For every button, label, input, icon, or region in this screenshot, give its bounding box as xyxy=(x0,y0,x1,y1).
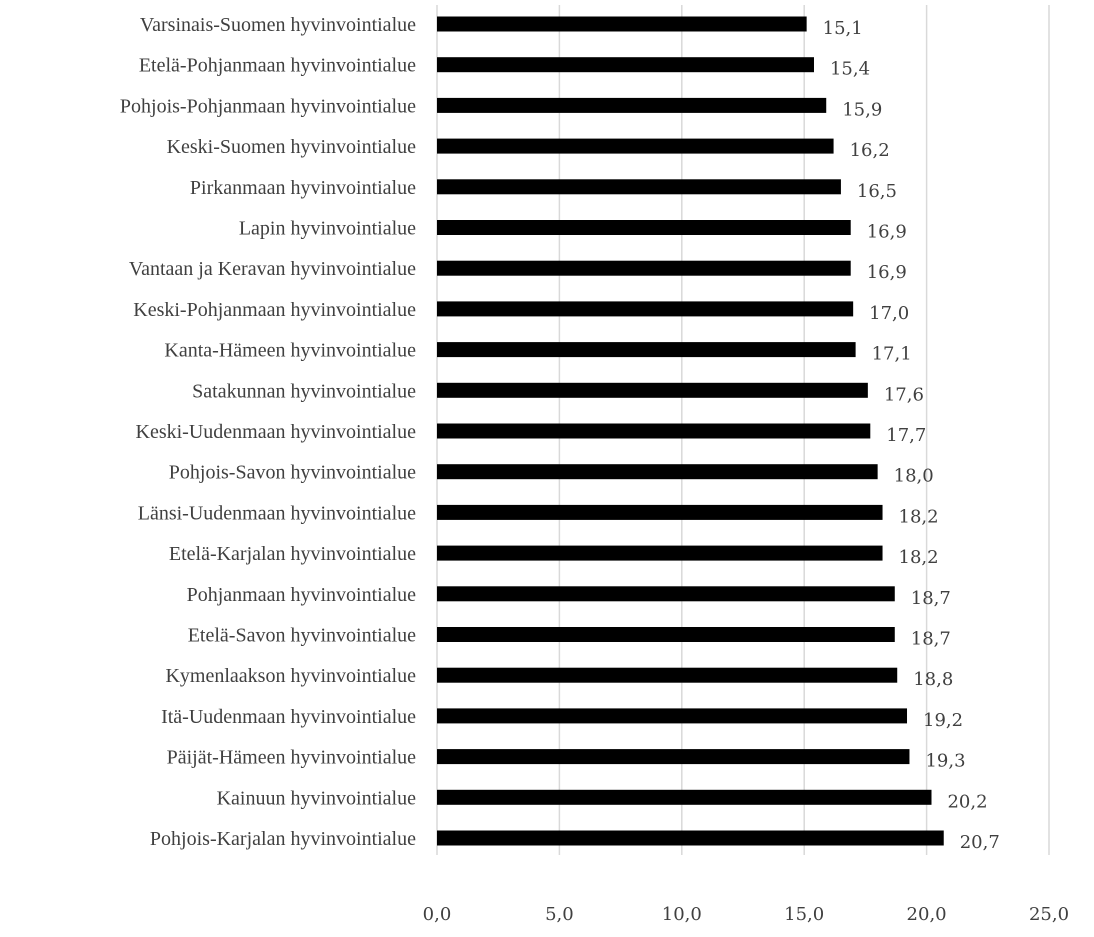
data-label: 18,0 xyxy=(894,466,934,487)
data-label: 17,6 xyxy=(884,384,924,405)
category-label: Kainuun hyvinvointialue xyxy=(217,787,417,809)
bar xyxy=(437,220,851,235)
category-label: Kanta-Hämeen hyvinvointialue xyxy=(164,340,416,362)
data-label: 18,2 xyxy=(899,506,939,527)
category-label: Etelä-Pohjanmaan hyvinvointialue xyxy=(139,55,416,77)
x-tick-label: 15,0 xyxy=(784,904,824,925)
category-label: Pohjanmaan hyvinvointialue xyxy=(187,584,417,606)
category-label: Pohjois-Pohjanmaan hyvinvointialue xyxy=(120,95,416,117)
x-axis-tick-labels: 0,0 5,0 10,0 15,0 20,0 25,0 xyxy=(423,904,1069,925)
category-label: Päijät-Hämeen hyvinvointialue xyxy=(167,747,416,769)
category-label: Satakunnan hyvinvointialue xyxy=(192,380,416,402)
category-label: Länsi-Uudenmaan hyvinvointialue xyxy=(138,502,416,524)
bar xyxy=(437,138,834,154)
category-label: Pirkanmaan hyvinvointialue xyxy=(190,177,416,199)
data-label: 16,2 xyxy=(850,140,890,161)
data-label: 20,7 xyxy=(960,832,1000,853)
category-label: Pohjois-Karjalan hyvinvointialue xyxy=(150,828,416,850)
x-tick-label: 0,0 xyxy=(423,904,452,925)
bar xyxy=(437,545,883,561)
data-label: 15,4 xyxy=(830,59,870,80)
bar xyxy=(437,789,932,805)
bar xyxy=(437,423,871,439)
bar xyxy=(437,708,908,724)
data-label: 18,2 xyxy=(899,547,939,568)
data-label: 16,9 xyxy=(867,262,907,283)
x-tick-label: 25,0 xyxy=(1029,904,1069,925)
data-label: 19,2 xyxy=(923,710,963,731)
data-label: 17,7 xyxy=(886,425,926,446)
data-label: 18,8 xyxy=(913,669,953,690)
data-label: 15,9 xyxy=(842,99,882,120)
data-label: 19,3 xyxy=(925,751,965,772)
bar xyxy=(437,301,854,317)
category-label: Etelä-Karjalan hyvinvointialue xyxy=(169,543,416,565)
category-label: Keski-Uudenmaan hyvinvointialue xyxy=(136,421,417,443)
category-label: Keski-Suomen hyvinvointialue xyxy=(167,136,417,158)
x-tick-label: 20,0 xyxy=(907,904,947,925)
category-label: Etelä-Savon hyvinvointialue xyxy=(188,625,416,647)
data-label: 16,5 xyxy=(857,181,897,202)
x-tick-label: 10,0 xyxy=(662,904,702,925)
bar xyxy=(437,342,856,358)
bar xyxy=(437,830,944,846)
bars xyxy=(437,16,944,846)
data-label: 18,7 xyxy=(911,588,951,609)
category-label: Vantaan ja Keravan hyvinvointialue xyxy=(129,258,416,280)
bar xyxy=(437,586,895,602)
bar xyxy=(437,504,883,520)
bar xyxy=(437,749,910,765)
category-label: Kymenlaakson hyvinvointialue xyxy=(165,665,416,687)
data-label: 17,0 xyxy=(869,303,909,324)
data-label: 17,1 xyxy=(872,344,912,365)
category-label: Pohjois-Savon hyvinvointialue xyxy=(169,462,416,484)
bar xyxy=(437,464,878,480)
category-label: Itä-Uudenmaan hyvinvointialue xyxy=(161,706,416,728)
value-labels: 15,1 15,4 15,9 16,2 16,5 16,9 16,9 17,0 17,1 17,6… xyxy=(823,18,1000,853)
category-labels: Varsinais-Suomen hyvinvointialue Etelä-Po… xyxy=(120,14,416,850)
data-label: 18,7 xyxy=(911,629,951,650)
data-label: 20,2 xyxy=(947,791,987,812)
bar xyxy=(437,627,895,642)
data-label: 16,9 xyxy=(867,222,907,243)
bar xyxy=(437,97,827,113)
bar xyxy=(437,179,841,195)
bar xyxy=(437,16,807,32)
category-label: Varsinais-Suomen hyvinvointialue xyxy=(140,14,416,36)
bar xyxy=(437,260,851,276)
category-label: Lapin hyvinvointialue xyxy=(239,218,416,240)
x-tick-label: 5,0 xyxy=(545,904,574,925)
data-label: 15,1 xyxy=(823,18,863,39)
bar xyxy=(437,382,868,398)
bar xyxy=(437,667,898,683)
bar xyxy=(437,57,814,73)
category-label: Keski-Pohjanmaan hyvinvointialue xyxy=(133,299,416,321)
